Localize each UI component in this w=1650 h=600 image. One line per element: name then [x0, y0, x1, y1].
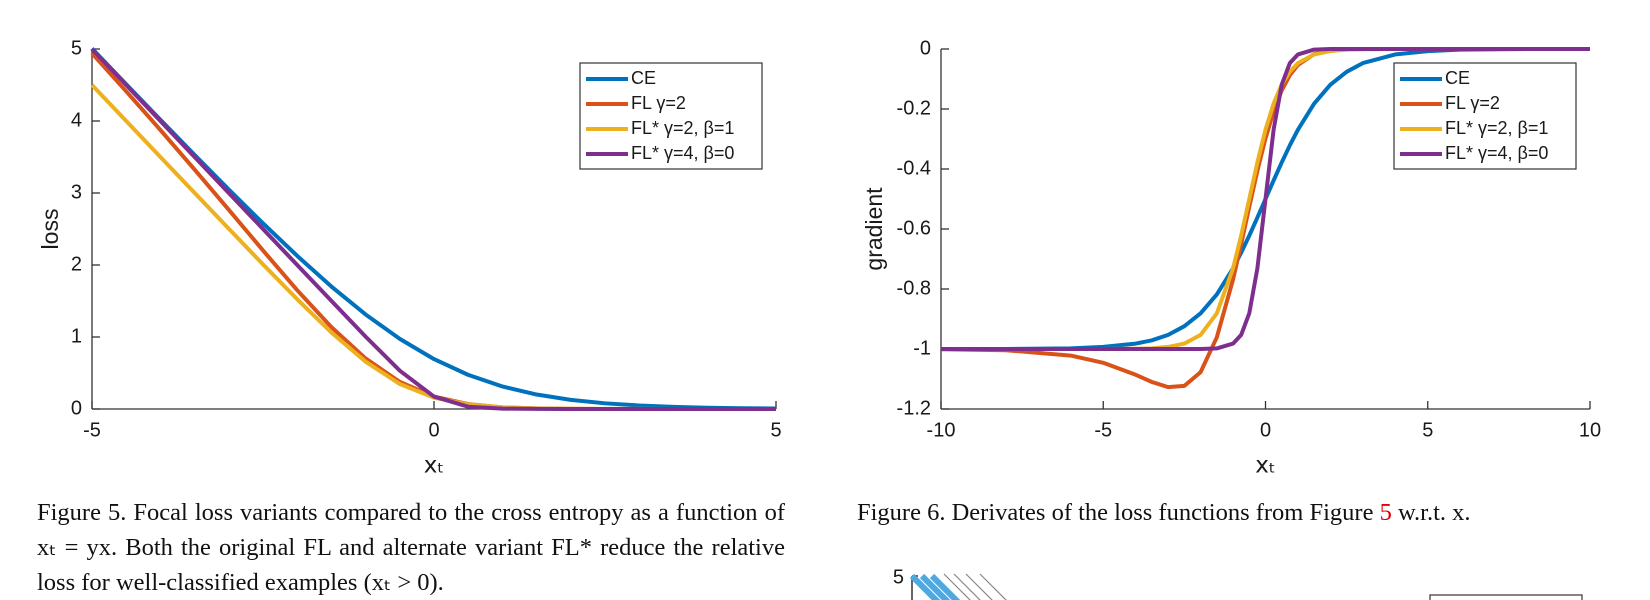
x-tick-label: 10	[1579, 419, 1601, 441]
cropped-hatch	[909, 573, 961, 600]
legend-label: FL* γ=2, β=1	[1445, 118, 1548, 138]
line-series	[941, 47, 1590, 351]
y-tick-label: -1	[913, 337, 931, 359]
y-tick-label: -1.2	[897, 397, 931, 419]
cropped-figure: 5	[893, 566, 1583, 600]
caption-text: Figure 6. Derivates of the loss function…	[857, 499, 1380, 526]
cropped-lines	[943, 573, 1007, 600]
y-tick-label: 3	[71, 181, 82, 203]
y-tick-label: 1	[71, 325, 82, 347]
legend: CE FL γ=2 FL* γ=2, β=1 FL* γ=4, β=0	[1393, 62, 1577, 170]
legend-label: FL γ=2	[1445, 93, 1500, 113]
x-axis-label: xₜ	[1255, 453, 1275, 479]
figure5-caption: Figure 5. Focal loss variants compared t…	[37, 499, 785, 596]
y-tick-label: 0	[71, 397, 82, 419]
y-tick-label: 0	[920, 37, 931, 59]
cropped-tick-label: 5	[893, 566, 904, 588]
y-tick-label: -0.2	[897, 97, 931, 119]
legend-label: CE	[631, 68, 656, 88]
y-tick-label: 5	[71, 37, 82, 59]
x-tick-label: 5	[770, 419, 781, 441]
legend-label: FL γ=2	[631, 93, 686, 113]
y-axis-label: loss	[37, 209, 63, 250]
figure6-caption: Figure 6. Derivates of the loss function…	[857, 495, 1617, 530]
x-axis-label: xₜ	[424, 453, 444, 479]
chart: -1.2 -1 -0.8 -0.6 -0.4 -0.2 0 -10 -5 0 5 10 xₜ gradie…	[861, 37, 1601, 478]
y-tick-label: 2	[71, 253, 82, 275]
y-tick-label: -0.4	[897, 157, 931, 179]
legend-label: FL* γ=2, β=1	[631, 118, 734, 138]
cropped-legend	[1429, 594, 1583, 600]
caption-text: w.r.t. x.	[1391, 499, 1471, 526]
x-tick-label: -5	[83, 419, 101, 441]
legend-label: FL* γ=4, β=0	[631, 143, 734, 163]
x-tick-label: 0	[1260, 419, 1271, 441]
x-tick-label: 0	[428, 419, 439, 441]
figure-reference[interactable]: 5	[1379, 499, 1392, 526]
x-tick-label: 5	[1422, 419, 1433, 441]
x-tick-label: -10	[927, 419, 956, 441]
line-series	[941, 47, 1590, 351]
legend-label: CE	[1445, 68, 1470, 88]
y-axis-label: gradient	[861, 187, 887, 271]
legend: CE FL γ=2 FL* γ=2, β=1 FL* γ=4, β=0	[579, 62, 763, 170]
line-series	[90, 47, 776, 411]
legend-label: FL* γ=4, β=0	[1445, 143, 1548, 163]
y-tick-label: -0.8	[897, 277, 931, 299]
y-tick-label: 4	[71, 109, 82, 131]
y-tick-label: -0.6	[897, 217, 931, 239]
x-tick-label: -5	[1094, 419, 1112, 441]
